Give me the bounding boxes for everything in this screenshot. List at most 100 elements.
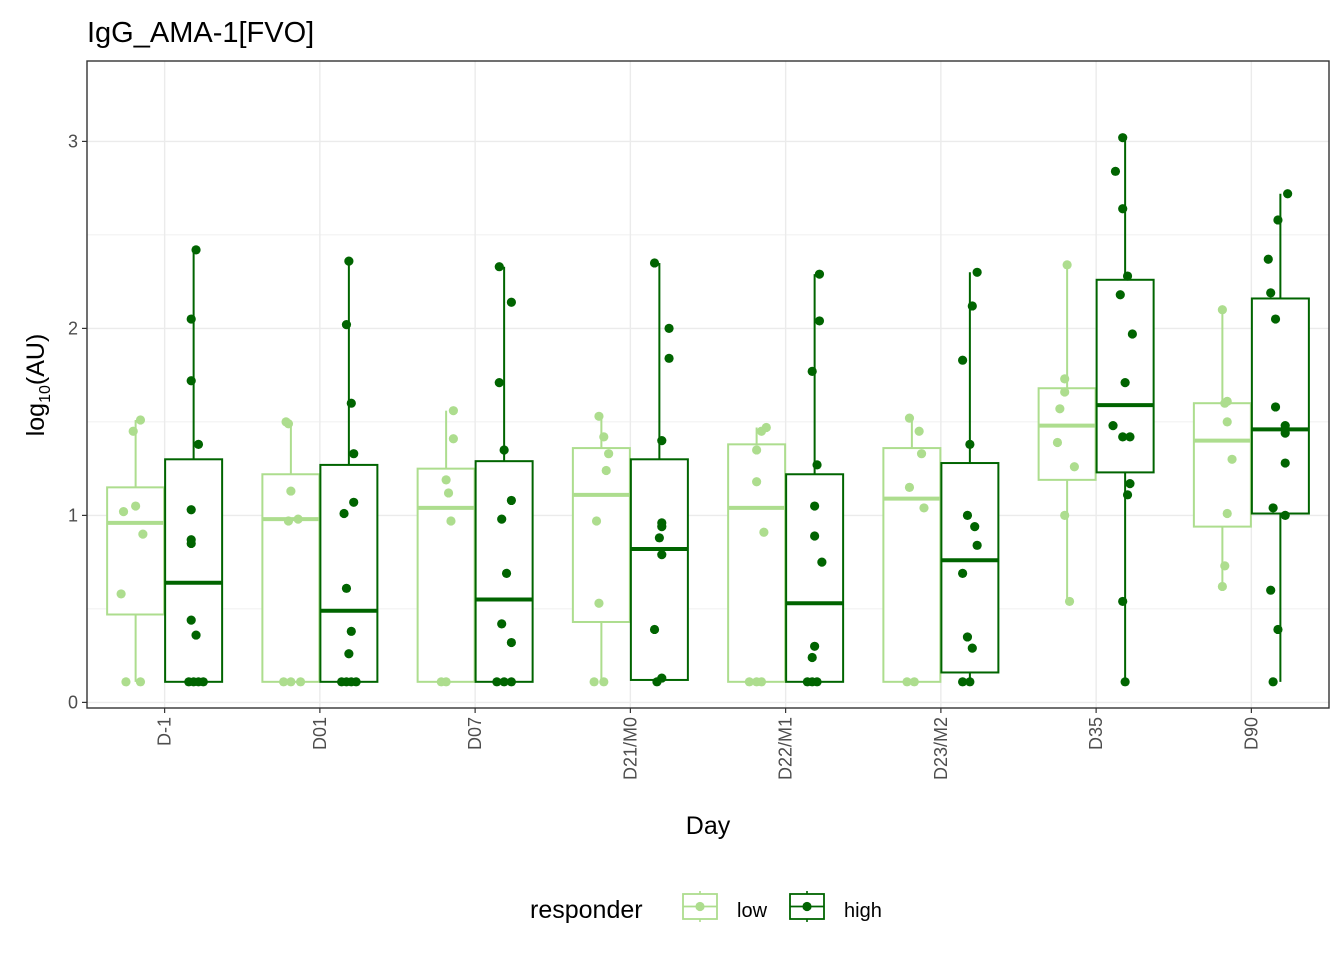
data-point-high [494, 262, 504, 272]
data-point-low [1069, 462, 1079, 472]
data-point-high [497, 619, 507, 629]
data-point-low [761, 422, 771, 433]
x-tick-label: D22/M1 [776, 717, 796, 780]
x-tick-label: D-1 [155, 717, 175, 746]
box-iqr [1192, 402, 1252, 528]
data-point-low [904, 482, 915, 492]
data-point-high [1120, 677, 1130, 687]
data-point-high [814, 269, 825, 279]
data-point-high [1263, 254, 1273, 264]
data-point-high [191, 630, 201, 640]
data-point-high [506, 677, 516, 687]
data-point-high [1110, 166, 1121, 176]
legend-label-low: low [737, 900, 768, 922]
data-point-low [909, 677, 919, 687]
data-point-low [295, 677, 306, 687]
box-high-D23/M2 [940, 272, 1000, 682]
data-point-high [812, 677, 822, 687]
y-axis-title-subscript: 10 [37, 385, 54, 403]
data-point-high [649, 258, 660, 268]
data-point-high [1118, 432, 1128, 442]
box-iqr [1037, 387, 1097, 481]
data-point-high [649, 624, 660, 635]
data-point-high [972, 267, 982, 277]
data-point-low [293, 514, 303, 524]
box-iqr [571, 447, 631, 623]
data-point-high [1266, 585, 1276, 595]
data-point-low [131, 501, 141, 511]
data-point-high [1108, 421, 1118, 431]
box-high-D21/M0 [629, 262, 689, 682]
data-point-low [441, 677, 451, 687]
data-point-high [1280, 421, 1290, 431]
data-point-high [506, 637, 516, 648]
data-point-low [283, 419, 294, 429]
data-point-high [341, 583, 352, 593]
legend-keys: low high [682, 891, 882, 922]
box-low-D07 [416, 410, 476, 683]
data-point-low [599, 677, 609, 687]
data-point-high [1118, 596, 1128, 607]
data-point-low [118, 507, 129, 517]
data-point-high [349, 449, 359, 459]
data-point-high [506, 495, 516, 506]
data-point-high [1268, 503, 1278, 513]
y-tick-label: 0 [68, 692, 78, 712]
data-point-high [1270, 402, 1281, 412]
data-point-low [279, 677, 289, 687]
x-tick-label: D90 [1241, 717, 1261, 750]
data-point-low [283, 516, 294, 526]
data-point-high [962, 510, 973, 520]
data-point-low [128, 426, 138, 436]
data-point-low [599, 432, 609, 442]
data-point-high [198, 677, 208, 687]
legend-key-high: high [789, 891, 882, 922]
data-point-high [1122, 490, 1133, 500]
data-point-high [958, 568, 968, 578]
data-point-low [1217, 581, 1227, 592]
box-iqr [319, 463, 379, 683]
y-tick-label: 1 [68, 505, 78, 525]
data-point-high [972, 540, 982, 550]
box-high-D01 [319, 261, 379, 683]
data-point-high [497, 514, 507, 524]
data-point-high [962, 632, 973, 642]
data-point-low [604, 449, 614, 459]
data-point-high [810, 531, 820, 541]
x-tick-label: D01 [310, 717, 330, 750]
data-point-high [1280, 458, 1290, 468]
data-point-high [1125, 432, 1135, 442]
data-point-low [441, 475, 451, 485]
data-point-high [654, 533, 664, 543]
box-high-D22/M1 [785, 274, 845, 683]
data-point-high [664, 323, 674, 334]
legend-key-point [802, 901, 812, 912]
data-point-low [135, 415, 146, 425]
data-point-high [1273, 215, 1283, 225]
data-point-high [1118, 133, 1128, 143]
box-iqr [940, 462, 1000, 674]
data-point-high [186, 615, 196, 625]
data-point-high [506, 297, 516, 307]
data-point-high [1125, 479, 1135, 489]
data-point-high [349, 497, 359, 507]
legend-key-point [695, 901, 705, 912]
data-point-low [904, 413, 915, 423]
y-axis: 0 1 2 3 [68, 131, 87, 712]
data-point-high [191, 245, 201, 255]
data-point-high [186, 376, 196, 386]
box-iqr [261, 473, 321, 683]
data-point-high [810, 501, 820, 511]
x-tick-label: D07 [465, 717, 485, 750]
plot-panel-border [86, 60, 1330, 709]
data-point-high [807, 366, 817, 377]
data-point-high [501, 568, 512, 578]
box-low-D90 [1192, 309, 1252, 587]
x-axis-title: Day [686, 812, 731, 840]
data-point-high [967, 301, 977, 311]
box-high-D-1 [164, 249, 224, 683]
data-point-high [970, 522, 980, 532]
box-iqr [629, 458, 689, 681]
data-point-low [919, 503, 929, 513]
